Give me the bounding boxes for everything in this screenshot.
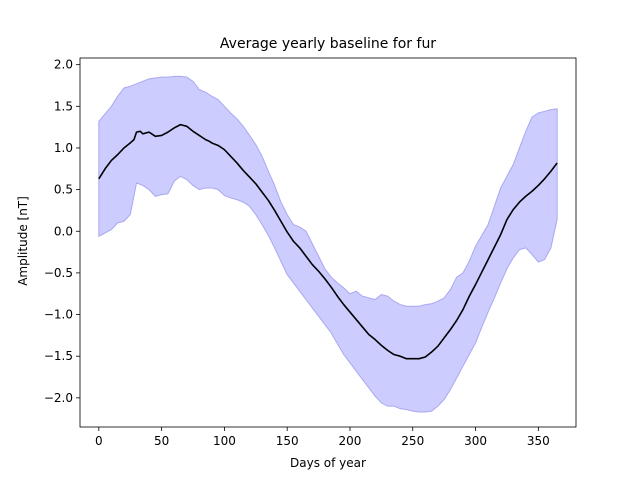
axes: 0 50 100 150 200 250 300 350 −2.0 −1.5 −1.0 −0.5 0.0… xyxy=(44,57,577,448)
x-tick-label-2: 100 xyxy=(213,434,236,448)
y-tick-label-8: 2.0 xyxy=(54,58,73,72)
y-axis-label: Amplitude [nT] xyxy=(16,196,30,286)
x-axis-label: Days of year xyxy=(290,456,366,470)
x-tick-label-0: 0 xyxy=(95,434,103,448)
chart-title: Average yearly baseline for fur xyxy=(220,36,436,52)
y-tick-label-4: 0.0 xyxy=(54,224,73,238)
x-tick-label-1: 50 xyxy=(154,434,169,448)
y-tick-label-3: −0.5 xyxy=(44,266,73,280)
confidence-band xyxy=(98,75,558,413)
axes-frame xyxy=(79,57,577,428)
y-tick-label-5: 0.5 xyxy=(54,183,73,197)
x-tick-label-5: 250 xyxy=(401,434,424,448)
plot-area xyxy=(98,75,558,413)
y-tick-label-0: −2.0 xyxy=(44,391,73,405)
y-tick-label-2: −1.0 xyxy=(44,308,73,322)
x-tick-label-3: 150 xyxy=(276,434,299,448)
y-tick-label-7: 1.5 xyxy=(54,99,73,113)
series-line-0 xyxy=(98,123,558,360)
y-tick-label-1: −1.5 xyxy=(44,349,73,363)
x-tick-label-6: 300 xyxy=(464,434,487,448)
x-tick-label-4: 200 xyxy=(339,434,362,448)
y-tick-label-6: 1.0 xyxy=(54,141,73,155)
x-tick-label-7: 350 xyxy=(527,434,550,448)
